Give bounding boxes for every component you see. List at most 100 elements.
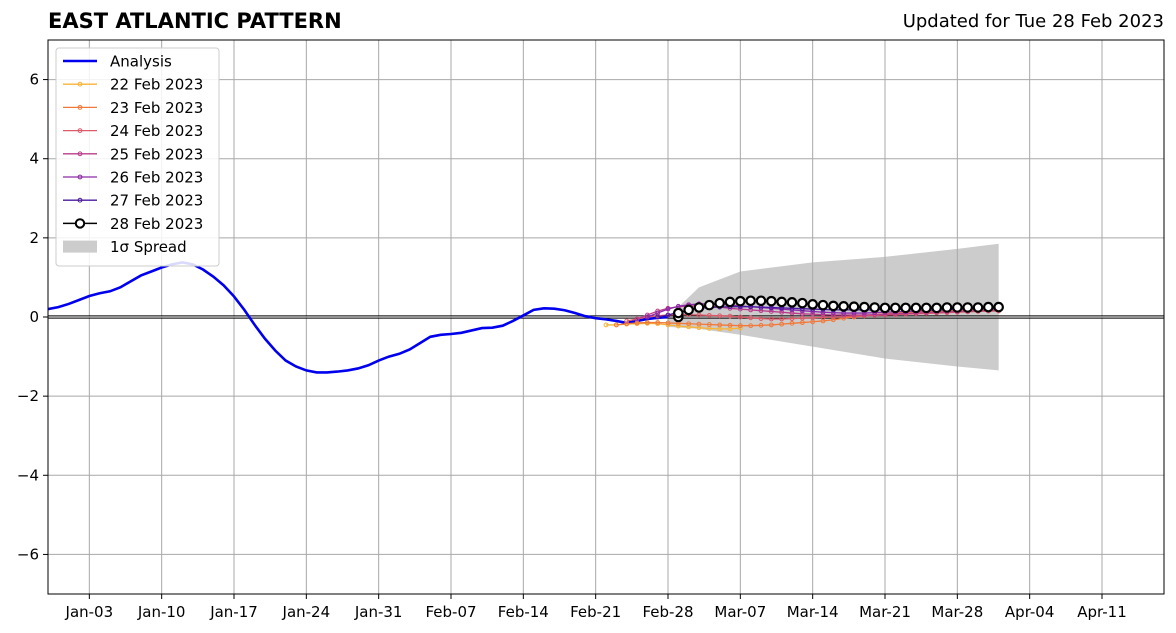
x-tick-label: Apr-04 xyxy=(1005,603,1055,621)
data-point xyxy=(972,302,984,313)
data-point xyxy=(810,311,816,317)
data-point xyxy=(735,295,746,307)
data-point xyxy=(983,301,994,313)
legend-label: 1σ Spread xyxy=(110,238,187,256)
data-point xyxy=(696,321,702,327)
data-point xyxy=(704,299,715,311)
data-point xyxy=(768,316,774,322)
data-point xyxy=(807,299,818,310)
data-point xyxy=(724,296,736,308)
data-point xyxy=(665,306,671,312)
data-point xyxy=(879,302,891,314)
data-point xyxy=(952,302,963,313)
data-point xyxy=(655,320,661,325)
legend-marker xyxy=(77,81,83,87)
data-point xyxy=(748,315,754,321)
x-tick-label: Feb-14 xyxy=(498,603,549,621)
data-point xyxy=(706,313,712,318)
x-tick-label: Feb-07 xyxy=(425,603,476,621)
data-point xyxy=(797,297,808,309)
x-tick-label: Jan-03 xyxy=(65,603,114,621)
data-point xyxy=(644,314,650,320)
data-point xyxy=(786,297,798,308)
data-point xyxy=(776,296,787,308)
data-point xyxy=(748,307,754,313)
data-point xyxy=(789,320,795,326)
data-point xyxy=(603,322,609,328)
data-point xyxy=(748,323,754,329)
data-point xyxy=(737,314,743,320)
data-point xyxy=(665,320,671,326)
data-point xyxy=(890,302,901,314)
y-tick-label: 2 xyxy=(29,229,39,247)
data-point xyxy=(727,322,733,328)
data-point xyxy=(779,321,785,327)
x-tick-label: Jan-10 xyxy=(137,603,186,621)
series-line-analysis xyxy=(48,261,669,374)
data-point xyxy=(755,295,767,307)
y-tick-label: 0 xyxy=(29,308,39,326)
data-point xyxy=(686,324,692,330)
x-tick-label: Jan-31 xyxy=(354,603,403,621)
data-point xyxy=(714,297,725,309)
data-point xyxy=(900,302,911,314)
data-point xyxy=(758,322,764,328)
data-point xyxy=(962,302,973,313)
legend-marker xyxy=(77,128,83,134)
data-point xyxy=(799,320,805,325)
data-point xyxy=(717,313,723,319)
legend-box xyxy=(55,47,220,267)
chart-subtitle: Updated for Tue 28 Feb 2023 xyxy=(902,11,1164,32)
x-tick-label: Mar-28 xyxy=(931,603,983,621)
legend-label: 24 Feb 2023 xyxy=(110,122,203,140)
data-point xyxy=(799,311,805,317)
data-point xyxy=(768,322,774,328)
data-point xyxy=(675,323,681,329)
data-point xyxy=(673,307,684,319)
x-tick-label: Feb-21 xyxy=(570,603,621,621)
data-point xyxy=(693,302,705,313)
data-point xyxy=(706,322,712,327)
x-tick-label: Mar-21 xyxy=(859,603,911,621)
data-point xyxy=(830,317,836,323)
data-point xyxy=(737,323,743,329)
x-tick-label: Apr-11 xyxy=(1077,603,1127,621)
y-tick-label: 4 xyxy=(29,150,39,168)
legend-label: 25 Feb 2023 xyxy=(110,145,203,163)
y-tick-label: 6 xyxy=(29,71,39,89)
data-point xyxy=(941,302,953,313)
data-point xyxy=(820,314,826,320)
y-tick-label: −4 xyxy=(17,466,39,484)
data-point xyxy=(683,304,694,316)
data-point xyxy=(745,295,756,307)
y-tick-label: −6 xyxy=(17,545,39,563)
data-point xyxy=(799,315,805,321)
data-point xyxy=(624,318,630,324)
data-point xyxy=(766,295,777,307)
data-point xyxy=(910,302,922,314)
data-point xyxy=(848,301,860,313)
data-point xyxy=(779,309,785,315)
legend-label: 27 Feb 2023 xyxy=(110,192,203,210)
data-point xyxy=(779,316,785,322)
legend-marker xyxy=(77,197,83,203)
legend-swatch-spread xyxy=(63,240,97,253)
legend-marker xyxy=(77,174,83,180)
data-point xyxy=(686,321,692,327)
x-tick-label: Feb-28 xyxy=(642,603,693,621)
legend-label: 22 Feb 2023 xyxy=(110,76,203,94)
y-tick-label: −2 xyxy=(17,387,39,405)
x-tick-label: Jan-17 xyxy=(209,603,258,621)
data-point xyxy=(993,301,1004,313)
data-point xyxy=(817,299,829,311)
x-tick-label: Jan-24 xyxy=(282,603,331,621)
x-tick-label: Mar-07 xyxy=(714,603,766,621)
data-point xyxy=(828,300,839,312)
data-point xyxy=(634,316,640,322)
legend-marker xyxy=(74,218,86,229)
data-point xyxy=(758,316,764,321)
legend-label: 28 Feb 2023 xyxy=(110,215,203,233)
x-tick-label: Mar-14 xyxy=(787,603,839,621)
